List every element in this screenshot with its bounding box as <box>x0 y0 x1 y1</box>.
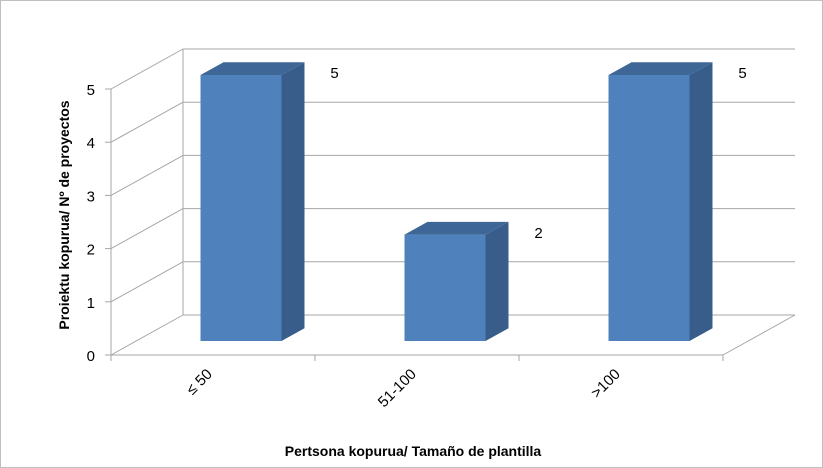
gridline-side <box>110 314 184 356</box>
bar-front <box>200 75 282 341</box>
x-tick-label: >100 <box>588 366 624 402</box>
y-tick-label: 1 <box>87 295 95 312</box>
bars <box>200 62 713 341</box>
x-tick-label: ≤ 50 <box>183 366 216 399</box>
bar-side <box>485 221 509 341</box>
gridline-side <box>110 101 184 143</box>
data-labels: 5 2 5 <box>330 65 746 242</box>
y-tick-label: 5 <box>87 82 95 99</box>
gridline-side <box>110 208 184 250</box>
bar-side <box>689 62 713 341</box>
y-tick-labels: 0 1 2 3 4 5 <box>87 82 95 365</box>
gridline-side <box>110 154 184 196</box>
x-tick-label: 51-100 <box>375 366 420 411</box>
y-axis-title: Proiektu kopurua/ Nº de proyectos <box>56 100 72 329</box>
data-label: 5 <box>330 65 338 82</box>
y-tick-label: 3 <box>87 188 95 205</box>
y-tick-label: 0 <box>87 348 95 365</box>
bar-top <box>608 62 713 75</box>
gridline-side <box>110 261 184 303</box>
y-tick-label: 2 <box>87 242 95 259</box>
y-tick-label: 4 <box>87 135 95 152</box>
bar-top <box>404 221 509 235</box>
bar-top <box>200 62 305 75</box>
floor-right-edge <box>722 314 796 356</box>
bar-side <box>281 62 305 341</box>
x-tick-labels: ≤ 50 51-100 >100 <box>183 366 624 411</box>
gridline-side <box>110 48 184 90</box>
bar-front <box>404 234 486 341</box>
bar-front <box>608 75 690 341</box>
x-axis-title: Pertsona kopurua/ Tamaño de plantilla <box>285 443 542 459</box>
data-label: 5 <box>738 65 746 82</box>
data-label: 2 <box>534 225 542 242</box>
axes <box>105 49 796 361</box>
